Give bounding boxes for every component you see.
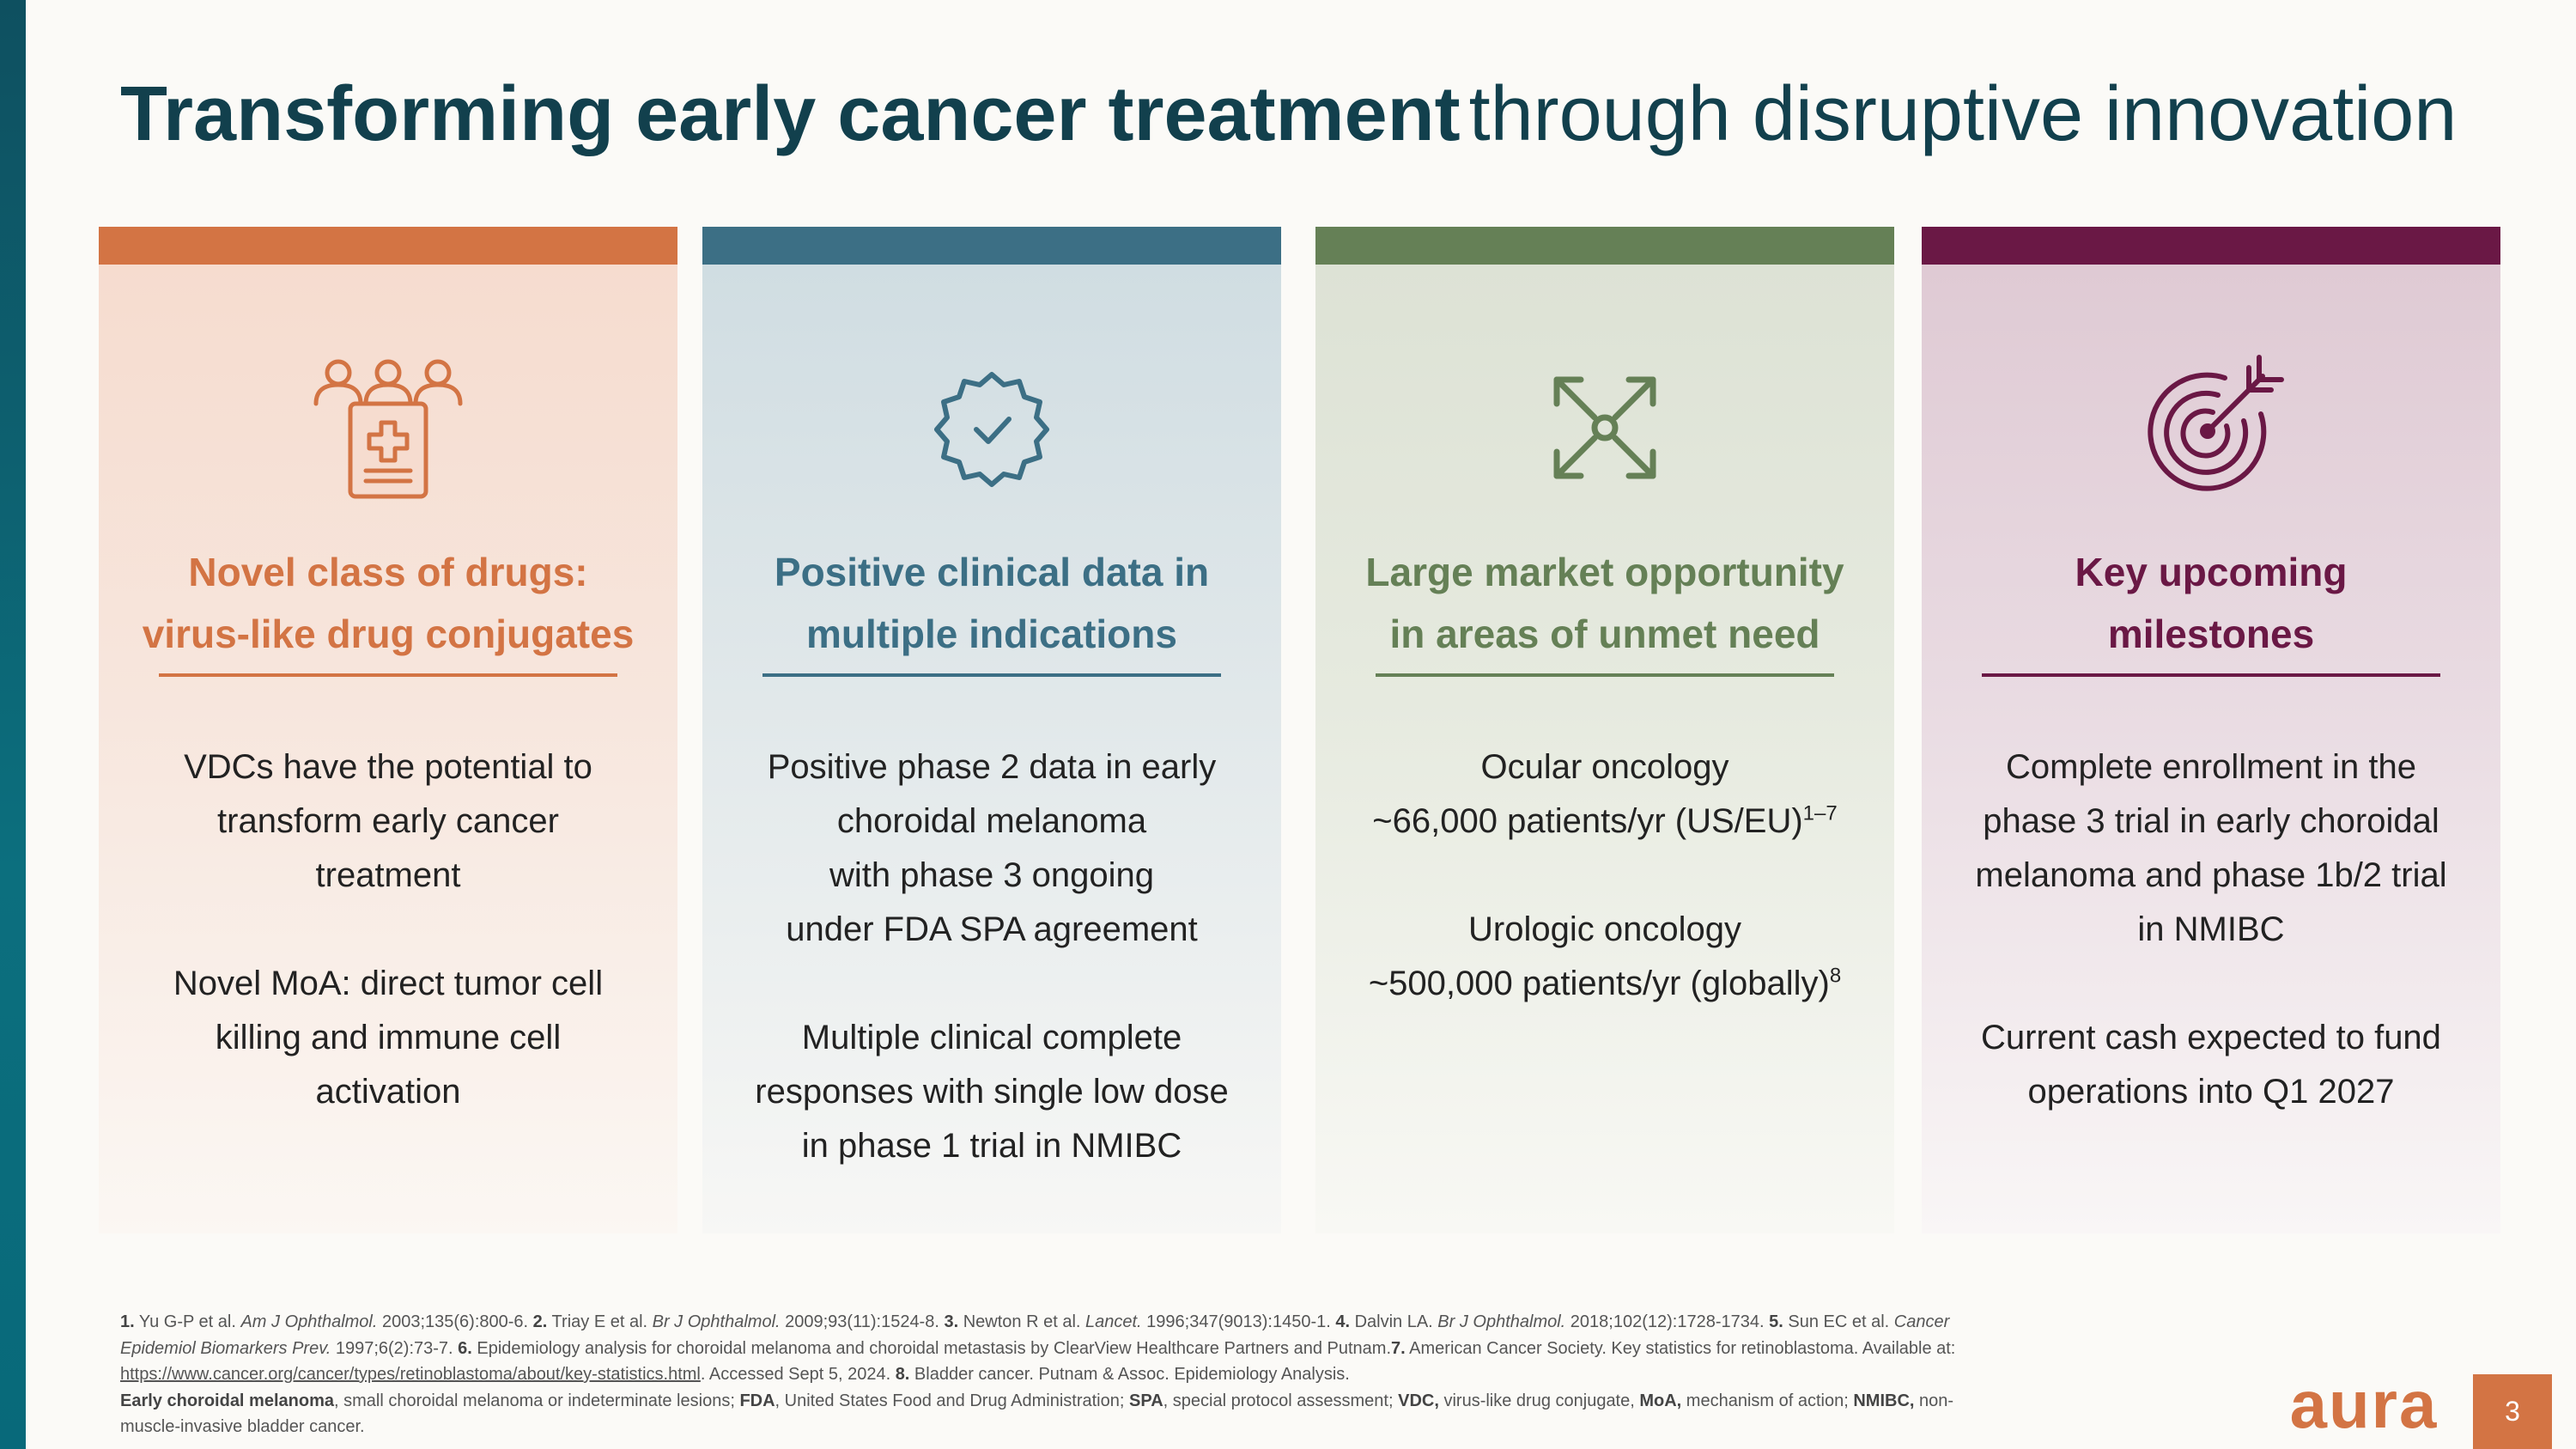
card-top-bar	[1315, 227, 1894, 265]
card-text: VDCs have the potential to transform ear…	[173, 748, 604, 1111]
retinoblastoma-stats-link[interactable]: https://www.cancer.org/cancer/types/reti…	[120, 1365, 701, 1384]
target-dart-icon	[2134, 350, 2288, 505]
card-heading: Positive clinical data in multiple indic…	[774, 550, 1210, 656]
footnote-line: Early choroidal melanoma, small choroida…	[120, 1391, 1954, 1410]
card-heading: Key upcoming milestones	[2075, 550, 2348, 656]
card-body: Positive clinical data in multiple indic…	[702, 265, 1281, 1233]
card-novel-drugs: Novel class of drugs: virus-like drug co…	[99, 227, 677, 1233]
card-body: Novel class of drugs: virus-like drug co…	[99, 265, 677, 1233]
footnote-line: Epidemiol Biomarkers Prev. 1997;6(2):73-…	[120, 1338, 1956, 1358]
card-heading: Large market opportunity in areas of unm…	[1365, 550, 1844, 656]
title-light: through disruptive innovation	[1468, 71, 2458, 157]
card-text: Positive phase 2 data in early choroidal…	[755, 748, 1229, 1165]
card-divider	[762, 673, 1221, 677]
card-clinical-data: Positive clinical data in multiple indic…	[702, 227, 1281, 1233]
slide-title: Transforming early cancer treatment throu…	[120, 67, 2542, 161]
footnotes: 1. Yu G-P et al. Am J Ophthalmol. 2003;1…	[120, 1309, 2250, 1440]
card-divider	[1982, 673, 2440, 677]
card-milestones: Key upcoming milestones Complete enrollm…	[1922, 227, 2500, 1233]
card-top-bar	[1922, 227, 2500, 265]
page-number-badge: 3	[2473, 1374, 2552, 1449]
card-divider	[1376, 673, 1834, 677]
expand-arrows-icon	[1528, 350, 1682, 505]
card-top-bar	[99, 227, 677, 265]
card-top-bar	[702, 227, 1281, 265]
side-accent-bar	[0, 0, 26, 1449]
clinical-trial-patients-icon	[311, 350, 465, 505]
card-body: Key upcoming milestones Complete enrollm…	[1922, 265, 2500, 1233]
verified-badge-icon	[914, 350, 1069, 505]
card-text: Ocular oncology ~66,000 patients/yr (US/…	[1368, 748, 1842, 1002]
aura-logo: aura	[2289, 1367, 2439, 1442]
footnote-line: 1. Yu G-P et al. Am J Ophthalmol. 2003;1…	[120, 1312, 1950, 1331]
card-market-opportunity: Large market opportunity in areas of unm…	[1315, 227, 1894, 1233]
footnote-line: https://www.cancer.org/cancer/types/reti…	[120, 1365, 1350, 1384]
footnote-line: muscle-invasive bladder cancer.	[120, 1417, 365, 1436]
card-text: Complete enrollment in the phase 3 trial…	[1975, 748, 2447, 1111]
title-bold: Transforming early cancer treatment	[120, 71, 1461, 157]
card-divider	[159, 673, 617, 677]
card-heading: Novel class of drugs: virus-like drug co…	[142, 550, 635, 656]
card-body: Large market opportunity in areas of unm…	[1315, 265, 1894, 1233]
